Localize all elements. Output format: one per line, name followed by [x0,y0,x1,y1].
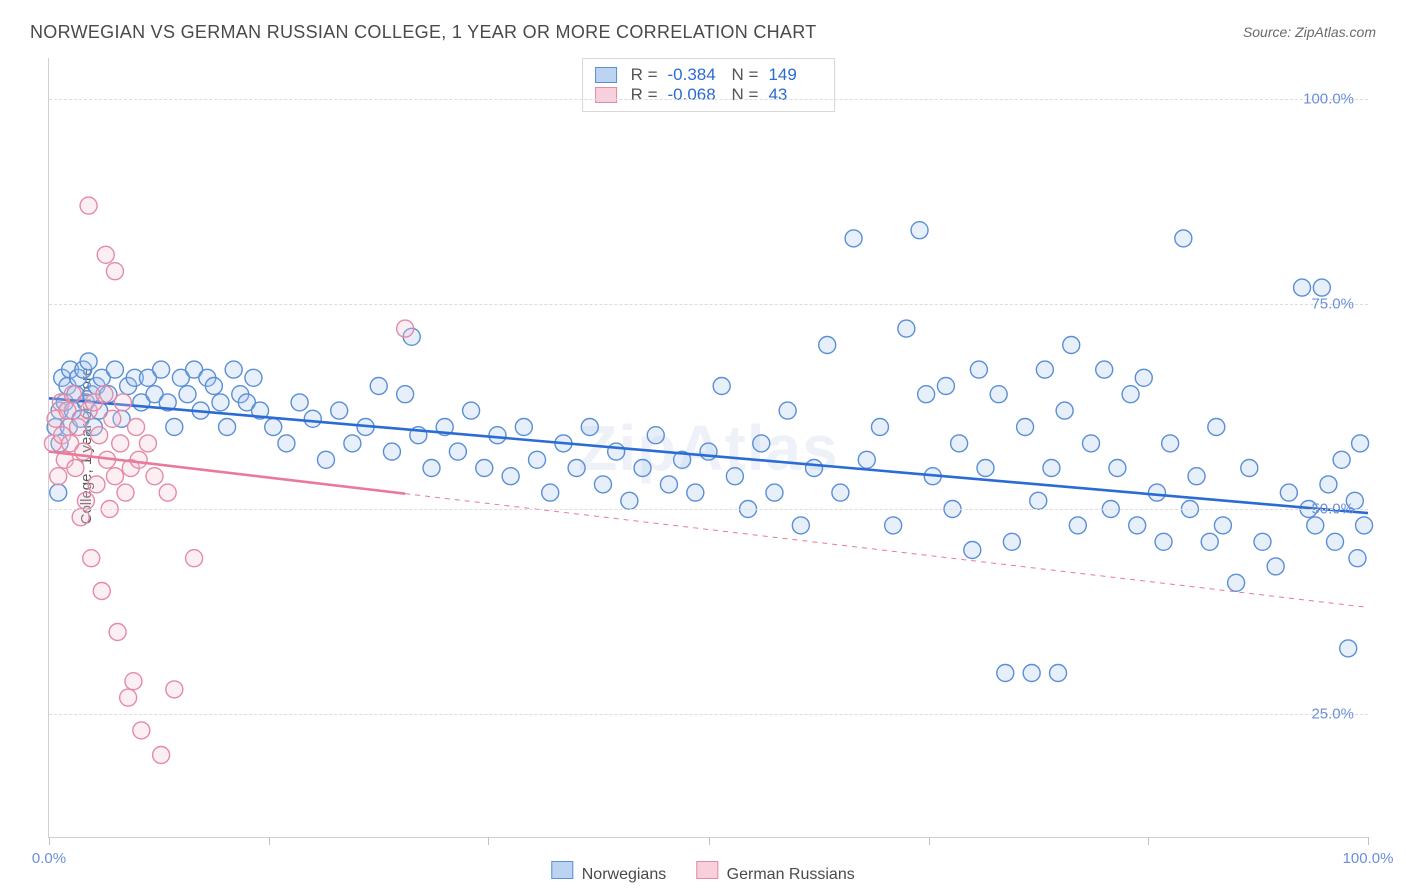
legend-item-norwegians: Norwegians [551,861,666,884]
y-tick-label: 50.0% [1311,501,1354,518]
x-tick [49,837,50,845]
scatter-svg [49,58,1368,837]
gridline [49,99,1368,100]
chart-title: NORWEGIAN VS GERMAN RUSSIAN COLLEGE, 1 Y… [30,22,817,43]
x-tick [929,837,930,845]
legend-swatch-german-russians [696,861,718,879]
legend: Norwegians German Russians [551,861,854,884]
gridline [49,714,1368,715]
legend-label-norwegians: Norwegians [582,866,666,883]
source-attribution: Source: ZipAtlas.com [1243,24,1376,40]
x-tick-label: 0.0% [32,850,66,867]
y-tick-label: 25.0% [1311,706,1354,723]
y-tick-label: 75.0% [1311,296,1354,313]
x-tick-label: 100.0% [1343,850,1394,867]
gridline [49,509,1368,510]
x-tick [1368,837,1369,845]
x-tick [709,837,710,845]
x-tick [269,837,270,845]
legend-label-german-russians: German Russians [727,866,855,883]
legend-swatch-norwegians [551,861,573,879]
scatter-plot-area: ZipAtlas R = -0.384 N = 149 R = -0.068 N… [48,58,1368,838]
x-tick [488,837,489,845]
y-tick-label: 100.0% [1303,91,1354,108]
gridline [49,304,1368,305]
x-tick [1148,837,1149,845]
legend-item-german-russians: German Russians [696,861,855,884]
